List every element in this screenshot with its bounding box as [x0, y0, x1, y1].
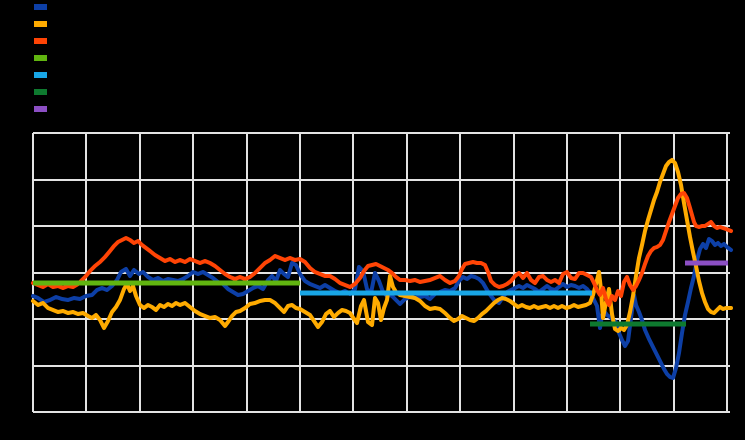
legend-swatch-series-orange-red: [34, 38, 47, 44]
legend-swatch-series-blue: [34, 4, 47, 10]
legend-swatch-benchmark-purple: [34, 106, 47, 112]
legend-swatch-benchmark-dark-green: [34, 89, 47, 95]
series-line-orange-red: [31, 191, 733, 307]
legend-swatch-benchmark-cyan: [34, 72, 47, 78]
series-line-gold: [31, 158, 733, 333]
legend-swatch-series-gold: [34, 21, 47, 27]
legend-swatch-benchmark-green: [34, 55, 47, 61]
